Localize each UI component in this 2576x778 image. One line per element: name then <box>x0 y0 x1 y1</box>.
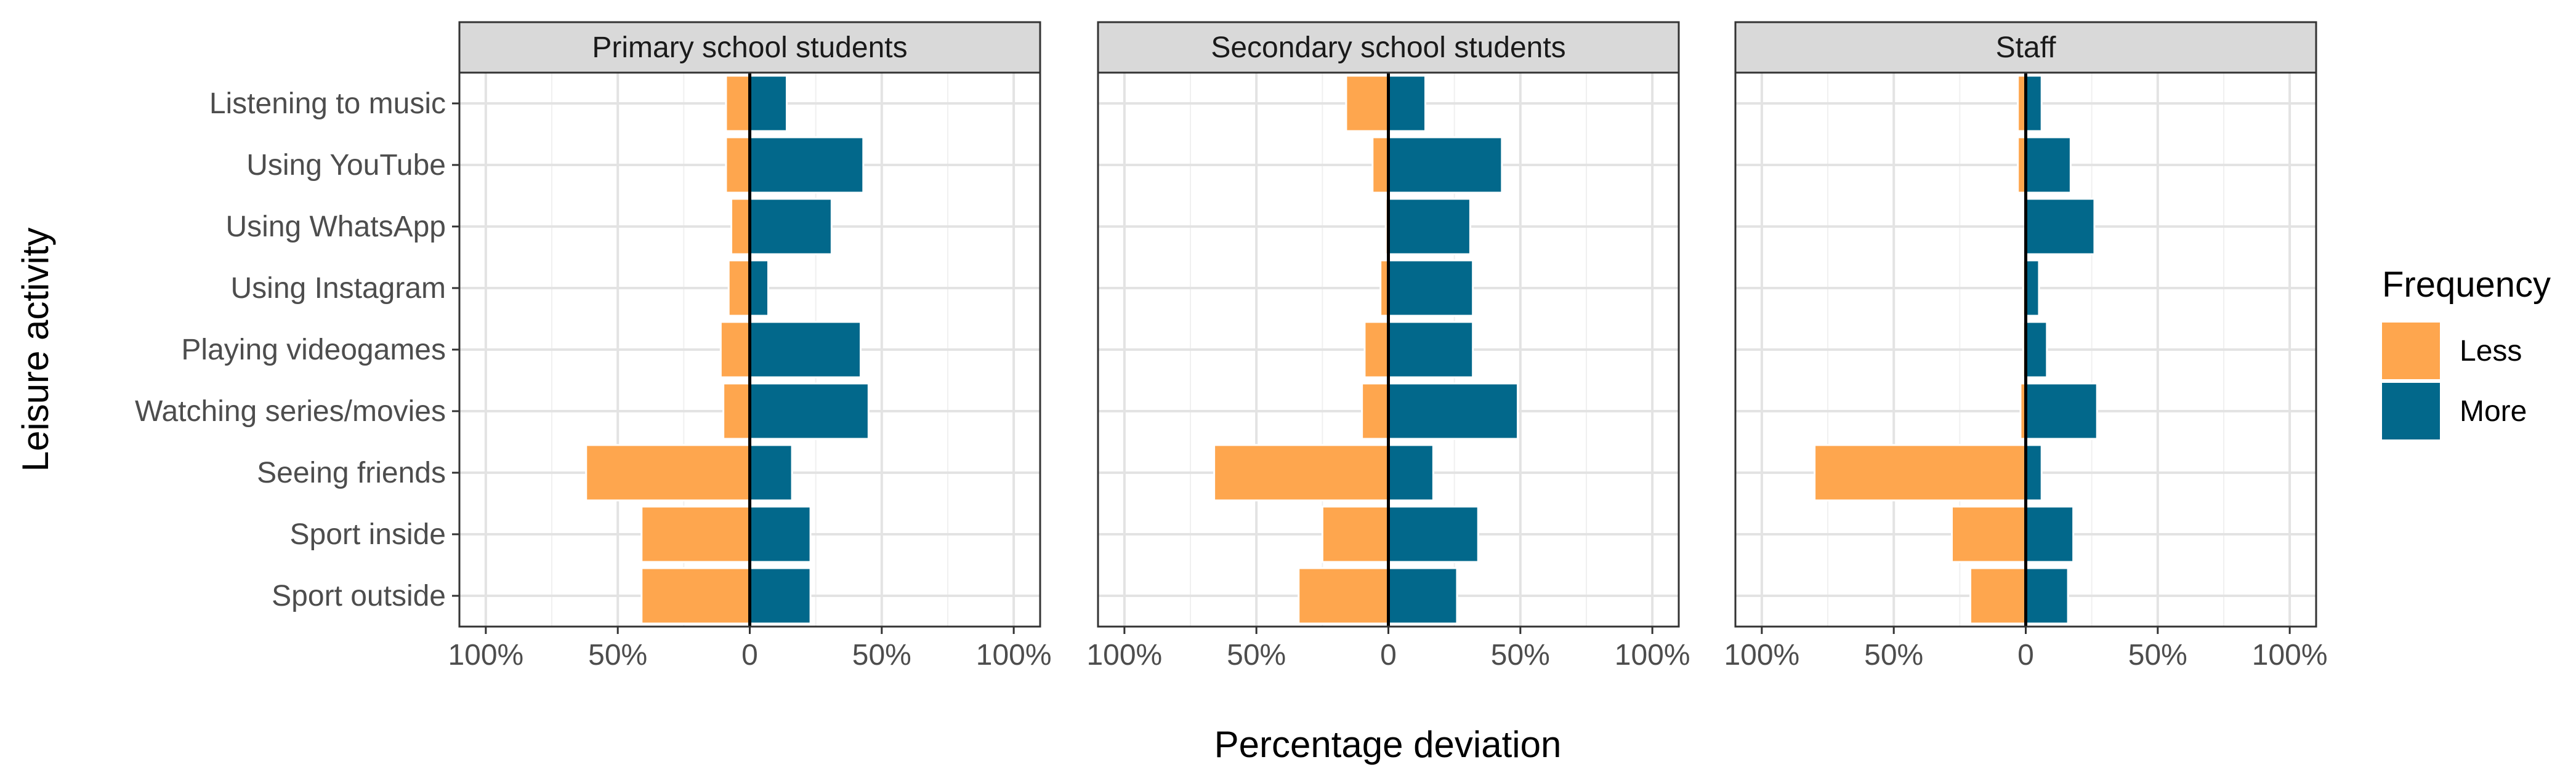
x-tick-label: 50% <box>1491 639 1550 672</box>
y-tick-label: Listening to music <box>209 87 446 120</box>
facet-title: Primary school students <box>592 31 907 64</box>
bar-more <box>1387 444 1434 502</box>
bar-less <box>722 382 751 440</box>
bar-more <box>1387 198 1471 255</box>
bar-more <box>749 321 862 379</box>
x-tick-label: 50% <box>852 639 911 672</box>
x-tick-label: 0 <box>2017 639 2034 672</box>
bar-less <box>1950 505 2027 563</box>
bar-less <box>1969 567 2027 625</box>
x-tick-label: 0 <box>1380 639 1397 672</box>
bar-less <box>640 505 751 563</box>
legend-title: Frequency <box>2382 265 2551 305</box>
bar-more <box>2025 198 2096 255</box>
y-tick-label: Playing videogames <box>181 334 446 366</box>
bar-less <box>730 198 751 255</box>
bar-less <box>1814 444 2027 502</box>
x-tick-label: 50% <box>1227 639 1286 672</box>
bar-more <box>1387 136 1503 194</box>
x-tick-label: 50% <box>2128 639 2187 672</box>
bar-more <box>2025 382 2098 440</box>
legend-key-less <box>2382 323 2440 379</box>
bar-more <box>1387 321 1474 379</box>
legend-label-less: Less <box>2460 335 2522 367</box>
y-tick-label: Sport outside <box>272 580 446 612</box>
bar-more <box>749 567 812 625</box>
x-tick-label: 100% <box>1086 639 1162 672</box>
bar-more <box>749 136 865 194</box>
bar-less <box>640 567 751 625</box>
bar-less <box>725 74 751 132</box>
bar-less <box>1213 444 1389 502</box>
y-tick-label: Using WhatsApp <box>226 211 446 243</box>
x-tick-label: 100% <box>2252 639 2328 672</box>
bar-more <box>749 74 788 132</box>
bar-less <box>1321 505 1389 563</box>
y-tick-label: Sport inside <box>290 518 446 551</box>
bar-more <box>2025 567 2069 625</box>
x-tick-label: 100% <box>448 639 523 672</box>
bar-more <box>749 444 793 502</box>
x-tick-label: 50% <box>588 639 647 672</box>
facet-strip <box>1734 21 2317 74</box>
bar-more <box>1387 74 1427 132</box>
bar-less <box>1371 136 1389 194</box>
x-tick-label: 100% <box>1615 639 1690 672</box>
bar-more <box>1387 505 1479 563</box>
bar-more <box>1387 567 1458 625</box>
facet-title: Staff <box>1996 31 2057 64</box>
bar-more <box>2025 259 2040 317</box>
bar-less <box>585 444 751 502</box>
y-axis-title: Leisure activity <box>15 228 56 472</box>
bar-more <box>2025 505 2075 563</box>
x-tick-label: 0 <box>741 639 758 672</box>
bar-more <box>749 198 833 255</box>
x-tick-label: 50% <box>1864 639 1923 672</box>
bar-more <box>2025 321 2048 379</box>
bar-less <box>725 136 751 194</box>
y-tick-label: Using YouTube <box>246 149 446 182</box>
y-tick-label: Watching series/movies <box>135 395 446 428</box>
facet-title: Secondary school students <box>1211 31 1565 64</box>
bar-less <box>1361 382 1390 440</box>
legend-label-more: More <box>2460 395 2527 428</box>
x-tick-label: 100% <box>1724 639 1799 672</box>
x-tick-label: 100% <box>976 639 1052 672</box>
bar-more <box>1387 259 1474 317</box>
bar-more <box>2025 444 2043 502</box>
bar-less <box>1345 74 1390 132</box>
y-tick-label: Using Instagram <box>231 272 446 305</box>
legend-key-more <box>2382 383 2440 439</box>
y-tick-label: Seeing friends <box>257 457 446 489</box>
x-axis-title: Percentage deviation <box>1214 724 1562 765</box>
bar-more <box>749 259 770 317</box>
bar-less <box>719 321 751 379</box>
bar-more <box>2025 74 2043 132</box>
bar-more <box>749 382 870 440</box>
bar-more <box>1387 382 1519 440</box>
bar-more <box>749 505 812 563</box>
bar-more <box>2025 136 2072 194</box>
bar-less <box>1298 567 1390 625</box>
bar-less <box>1363 321 1389 379</box>
bar-less <box>727 259 751 317</box>
